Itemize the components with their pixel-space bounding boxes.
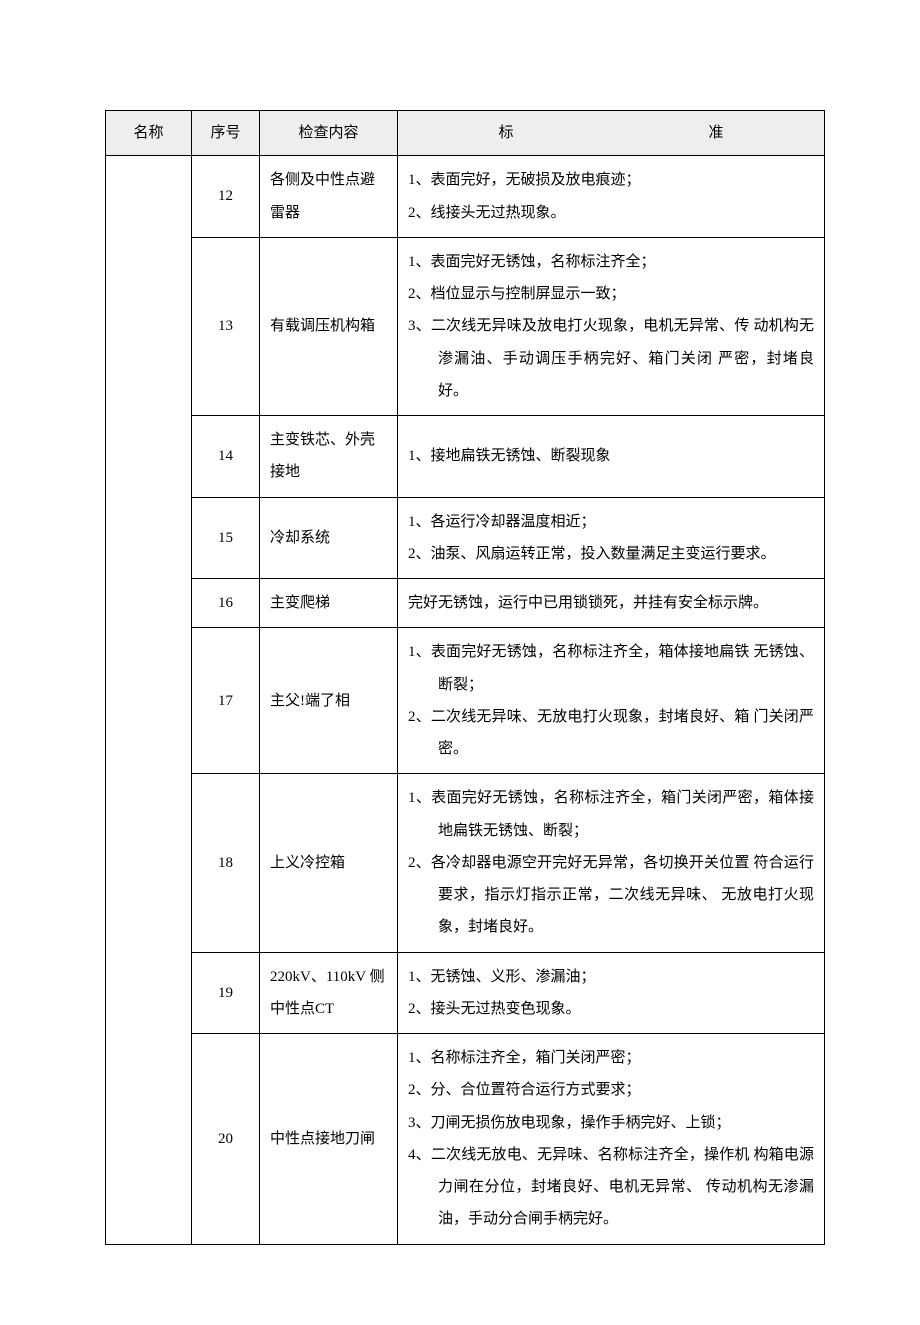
std-line: 1、名称标注齐全，箱门关闭严密；: [408, 1042, 814, 1074]
table-row: 14主变铁芯、外壳接地 1、接地扁铁无锈蚀、断裂现象: [106, 416, 825, 498]
std-line: 2、油泵、风扇运转正常，投入数量满足主变运行要求。: [408, 538, 814, 570]
std-line: 2、档位显示与控制屏显示一致；: [408, 278, 814, 310]
std-line: 2、线接头无过热现象。: [408, 197, 814, 229]
header-name: 名称: [106, 111, 192, 156]
seq-cell: 14: [192, 416, 260, 498]
header-content: 检查内容: [260, 111, 398, 156]
seq-cell: 19: [192, 952, 260, 1034]
std-line: 3、刀闸无损伤放电现象，操作手柄完好、上锁；: [408, 1107, 814, 1139]
std-cell: 完好无锈蚀，运行中已用锁锁死，并挂有安全标示牌。: [398, 579, 825, 628]
std-cell: 1、各运行冷却器温度相近；2、油泵、风扇运转正常，投入数量满足主变运行要求。: [398, 497, 825, 579]
std-cell: 1、表面完好，无破损及放电痕迹；2、线接头无过热现象。: [398, 156, 825, 238]
seq-cell: 16: [192, 579, 260, 628]
content-cell: 有载调压机构箱: [260, 237, 398, 415]
table-row: 16主变爬梯完好无锈蚀，运行中已用锁锁死，并挂有安全标示牌。: [106, 579, 825, 628]
std-cell: 1、表面完好无锈蚀，名称标注齐全；2、档位显示与控制屏显示一致；3、二次线无异味…: [398, 237, 825, 415]
std-cell: 1、表面完好无锈蚀，名称标注齐全，箱门关闭严密，箱体接地扁铁无锈蚀、断裂；2、各…: [398, 774, 825, 952]
table-row: 18上义冷控箱1、表面完好无锈蚀，名称标注齐全，箱门关闭严密，箱体接地扁铁无锈蚀…: [106, 774, 825, 952]
seq-cell: 13: [192, 237, 260, 415]
name-cell: [106, 156, 192, 1244]
table-row: 13有载调压机构箱1、表面完好无锈蚀，名称标注齐全；2、档位显示与控制屏显示一致…: [106, 237, 825, 415]
table-header-row: 名称 序号 检查内容 标准: [106, 111, 825, 156]
content-cell: 中性点接地刀闸: [260, 1034, 398, 1245]
header-std: 标准: [398, 111, 825, 156]
std-text: 完好无锈蚀，运行中已用锁锁死，并挂有安全标示牌。: [408, 587, 814, 619]
std-line: 2、接头无过热变色现象。: [408, 993, 814, 1025]
seq-cell: 17: [192, 628, 260, 774]
seq-cell: 15: [192, 497, 260, 579]
std-line: 2、二次线无异味、无放电打火现象，封堵良好、箱 门关闭严密。: [408, 701, 814, 766]
content-cell: 主父!端了相: [260, 628, 398, 774]
std-line: 1、各运行冷却器温度相近；: [408, 506, 814, 538]
std-line: 1、表面完好无锈蚀，名称标注齐全；: [408, 246, 814, 278]
std-line: 2、各冷却器电源空开完好无异常，各切换开关位置 符合运行要求，指示灯指示正常，二…: [408, 847, 814, 944]
seq-cell: 12: [192, 156, 260, 238]
table-row: 19220kV、110kV 侧中性点CT1、无锈蚀、义形、渗漏油；2、接头无过热…: [106, 952, 825, 1034]
content-cell: 上义冷控箱: [260, 774, 398, 952]
std-cell: 1、接地扁铁无锈蚀、断裂现象: [398, 416, 825, 498]
std-cell: 1、表面完好无锈蚀，名称标注齐全，箱体接地扁铁 无锈蚀、断裂；2、二次线无异味、…: [398, 628, 825, 774]
std-line: 1、表面完好，无破损及放电痕迹；: [408, 164, 814, 196]
std-cell: 1、名称标注齐全，箱门关闭严密；2、分、合位置符合运行方式要求；3、刀闸无损伤放…: [398, 1034, 825, 1245]
content-cell: 主变铁芯、外壳接地: [260, 416, 398, 498]
std-line: 1、表面完好无锈蚀，名称标注齐全，箱门关闭严密，箱体接地扁铁无锈蚀、断裂；: [408, 782, 814, 847]
std-cell: 1、无锈蚀、义形、渗漏油；2、接头无过热变色现象。: [398, 952, 825, 1034]
content-cell: 冷却系统: [260, 497, 398, 579]
content-cell: 220kV、110kV 侧中性点CT: [260, 952, 398, 1034]
table-row: 12各侧及中性点避雷器1、表面完好，无破损及放电痕迹；2、线接头无过热现象。: [106, 156, 825, 238]
content-cell: 各侧及中性点避雷器: [260, 156, 398, 238]
table-row: 20中性点接地刀闸1、名称标注齐全，箱门关闭严密；2、分、合位置符合运行方式要求…: [106, 1034, 825, 1245]
inspection-table: 名称 序号 检查内容 标准 12各侧及中性点避雷器1、表面完好，无破损及放电痕迹…: [105, 110, 825, 1245]
table-row: 17主父!端了相1、表面完好无锈蚀，名称标注齐全，箱体接地扁铁 无锈蚀、断裂；2…: [106, 628, 825, 774]
content-cell: 主变爬梯: [260, 579, 398, 628]
table-row: 15冷却系统1、各运行冷却器温度相近；2、油泵、风扇运转正常，投入数量满足主变运…: [106, 497, 825, 579]
std-line: 4、二次线无放电、无异味、名称标注齐全，操作机 构箱电源力闸在分位，封堵良好、电…: [408, 1139, 814, 1236]
std-line: 2、分、合位置符合运行方式要求；: [408, 1074, 814, 1106]
header-seq: 序号: [192, 111, 260, 156]
seq-cell: 20: [192, 1034, 260, 1245]
std-line: 1、无锈蚀、义形、渗漏油；: [408, 961, 814, 993]
std-line: 1、接地扁铁无锈蚀、断裂现象: [408, 440, 814, 472]
seq-cell: 18: [192, 774, 260, 952]
std-line: 1、表面完好无锈蚀，名称标注齐全，箱体接地扁铁 无锈蚀、断裂；: [408, 636, 814, 701]
std-line: 3、二次线无异味及放电打火现象，电机无异常、传 动机构无渗漏油、手动调压手柄完好…: [408, 310, 814, 407]
